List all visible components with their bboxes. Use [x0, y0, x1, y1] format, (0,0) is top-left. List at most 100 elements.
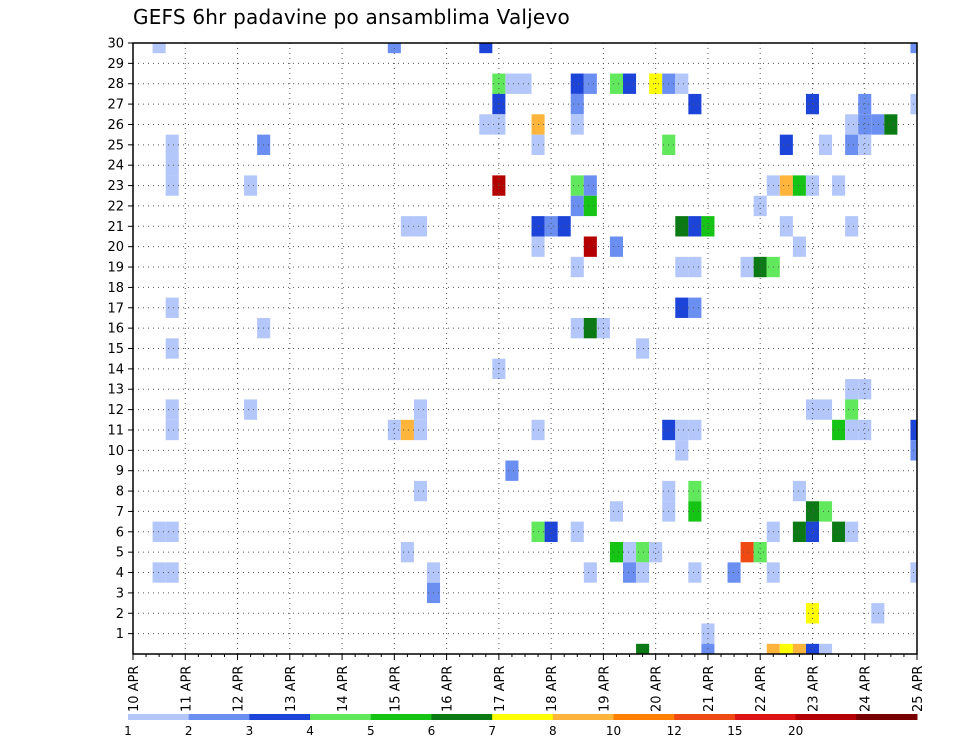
- data-cell: [165, 297, 179, 318]
- data-cell: [792, 643, 806, 654]
- x-tick-label: 20 APR: [650, 666, 665, 712]
- data-cell: [557, 216, 571, 237]
- data-cell: [858, 93, 872, 115]
- data-cell: [165, 562, 179, 583]
- data-cell: [701, 216, 715, 237]
- y-tick-label: 19: [107, 261, 124, 276]
- x-tick-label: 14 APR: [336, 666, 351, 712]
- data-cell: [845, 216, 859, 237]
- data-cell: [845, 134, 859, 156]
- x-tick-label: 19 APR: [597, 666, 612, 712]
- y-tick-label: 6: [116, 525, 124, 540]
- data-cell: [819, 399, 833, 420]
- legend-label: 4: [306, 724, 314, 738]
- data-cell: [623, 73, 637, 94]
- y-tick-label: 24: [107, 159, 124, 174]
- data-cell: [152, 43, 166, 54]
- y-tick-label: 14: [107, 362, 124, 377]
- data-cell: [583, 317, 597, 339]
- data-cell: [845, 114, 859, 135]
- data-cell: [165, 399, 179, 420]
- y-tick-label: 9: [116, 464, 124, 479]
- y-tick-label: 1: [116, 627, 124, 642]
- x-tick-label: 16 APR: [441, 666, 456, 712]
- legend-swatch: [310, 714, 372, 720]
- data-cell: [675, 73, 689, 94]
- data-cell: [753, 541, 767, 563]
- data-cell: [675, 440, 689, 461]
- legend-swatch: [613, 714, 675, 720]
- data-cell: [400, 216, 414, 237]
- y-tick-label: 25: [107, 138, 124, 153]
- x-tick-label: 11 APR: [179, 666, 194, 712]
- data-cell: [792, 521, 806, 542]
- data-cell: [583, 175, 597, 196]
- data-cell: [609, 73, 623, 94]
- data-cell: [400, 541, 414, 563]
- y-tick-label: 23: [107, 179, 124, 194]
- data-cell: [165, 419, 179, 441]
- data-cell: [583, 236, 597, 257]
- data-cell: [609, 236, 623, 257]
- data-cell: [165, 175, 179, 196]
- data-cell: [792, 175, 806, 196]
- legend-swatch: [674, 714, 736, 720]
- legend-label: 10: [606, 724, 621, 738]
- data-cell: [740, 541, 754, 563]
- data-cell: [583, 73, 597, 94]
- data-cell: [609, 501, 623, 522]
- data-cell: [636, 562, 650, 583]
- y-tick-label: 2: [116, 607, 124, 622]
- data-cell: [413, 399, 427, 420]
- legend-label: 5: [367, 724, 375, 738]
- legend-swatch: [734, 714, 797, 720]
- data-cell: [675, 256, 689, 278]
- legend-swatch: [795, 714, 857, 720]
- data-cell: [819, 134, 833, 156]
- legend-swatch: [370, 714, 432, 720]
- data-cell: [544, 521, 558, 542]
- y-tick-label: 18: [107, 281, 124, 296]
- x-tick-label: 10 APR: [127, 666, 142, 712]
- data-cell: [766, 643, 780, 654]
- data-cell: [244, 175, 258, 196]
- data-cell: [636, 338, 650, 359]
- data-cell: [779, 134, 793, 156]
- y-tick-label: 21: [107, 220, 124, 235]
- data-cell: [165, 134, 179, 156]
- data-cell: [910, 43, 917, 54]
- legend-label: 12: [667, 724, 682, 738]
- data-cell: [805, 521, 819, 542]
- x-tick-label: 24 APR: [859, 666, 874, 712]
- data-cell: [858, 114, 872, 135]
- data-cell: [649, 541, 663, 563]
- data-cell: [779, 175, 793, 196]
- data-cell: [740, 256, 754, 278]
- data-cell: [570, 175, 584, 196]
- legend-label: 1: [124, 724, 132, 738]
- data-cell: [753, 195, 767, 217]
- data-cell: [165, 521, 179, 542]
- data-cell: [479, 114, 493, 135]
- data-cell: [570, 114, 584, 135]
- data-cell: [688, 480, 702, 502]
- legend-swatch: [492, 714, 554, 720]
- data-cell: [570, 93, 584, 115]
- legend-label: 6: [428, 724, 436, 738]
- y-tick-label: 5: [116, 546, 124, 561]
- data-cell: [505, 460, 519, 481]
- data-cell: [871, 114, 885, 135]
- data-cell: [636, 643, 650, 654]
- data-cell: [819, 501, 833, 522]
- legend-label: 7: [488, 724, 496, 738]
- data-cell: [387, 419, 401, 441]
- legend-label: 15: [727, 724, 742, 738]
- x-tick-label: 18 APR: [545, 666, 560, 712]
- data-cell: [858, 379, 872, 400]
- y-tick-label: 27: [107, 98, 124, 113]
- data-cell: [845, 399, 859, 420]
- y-tick-label: 10: [107, 444, 124, 459]
- data-cell: [636, 541, 650, 563]
- data-cell: [727, 562, 741, 583]
- data-cell: [152, 521, 166, 542]
